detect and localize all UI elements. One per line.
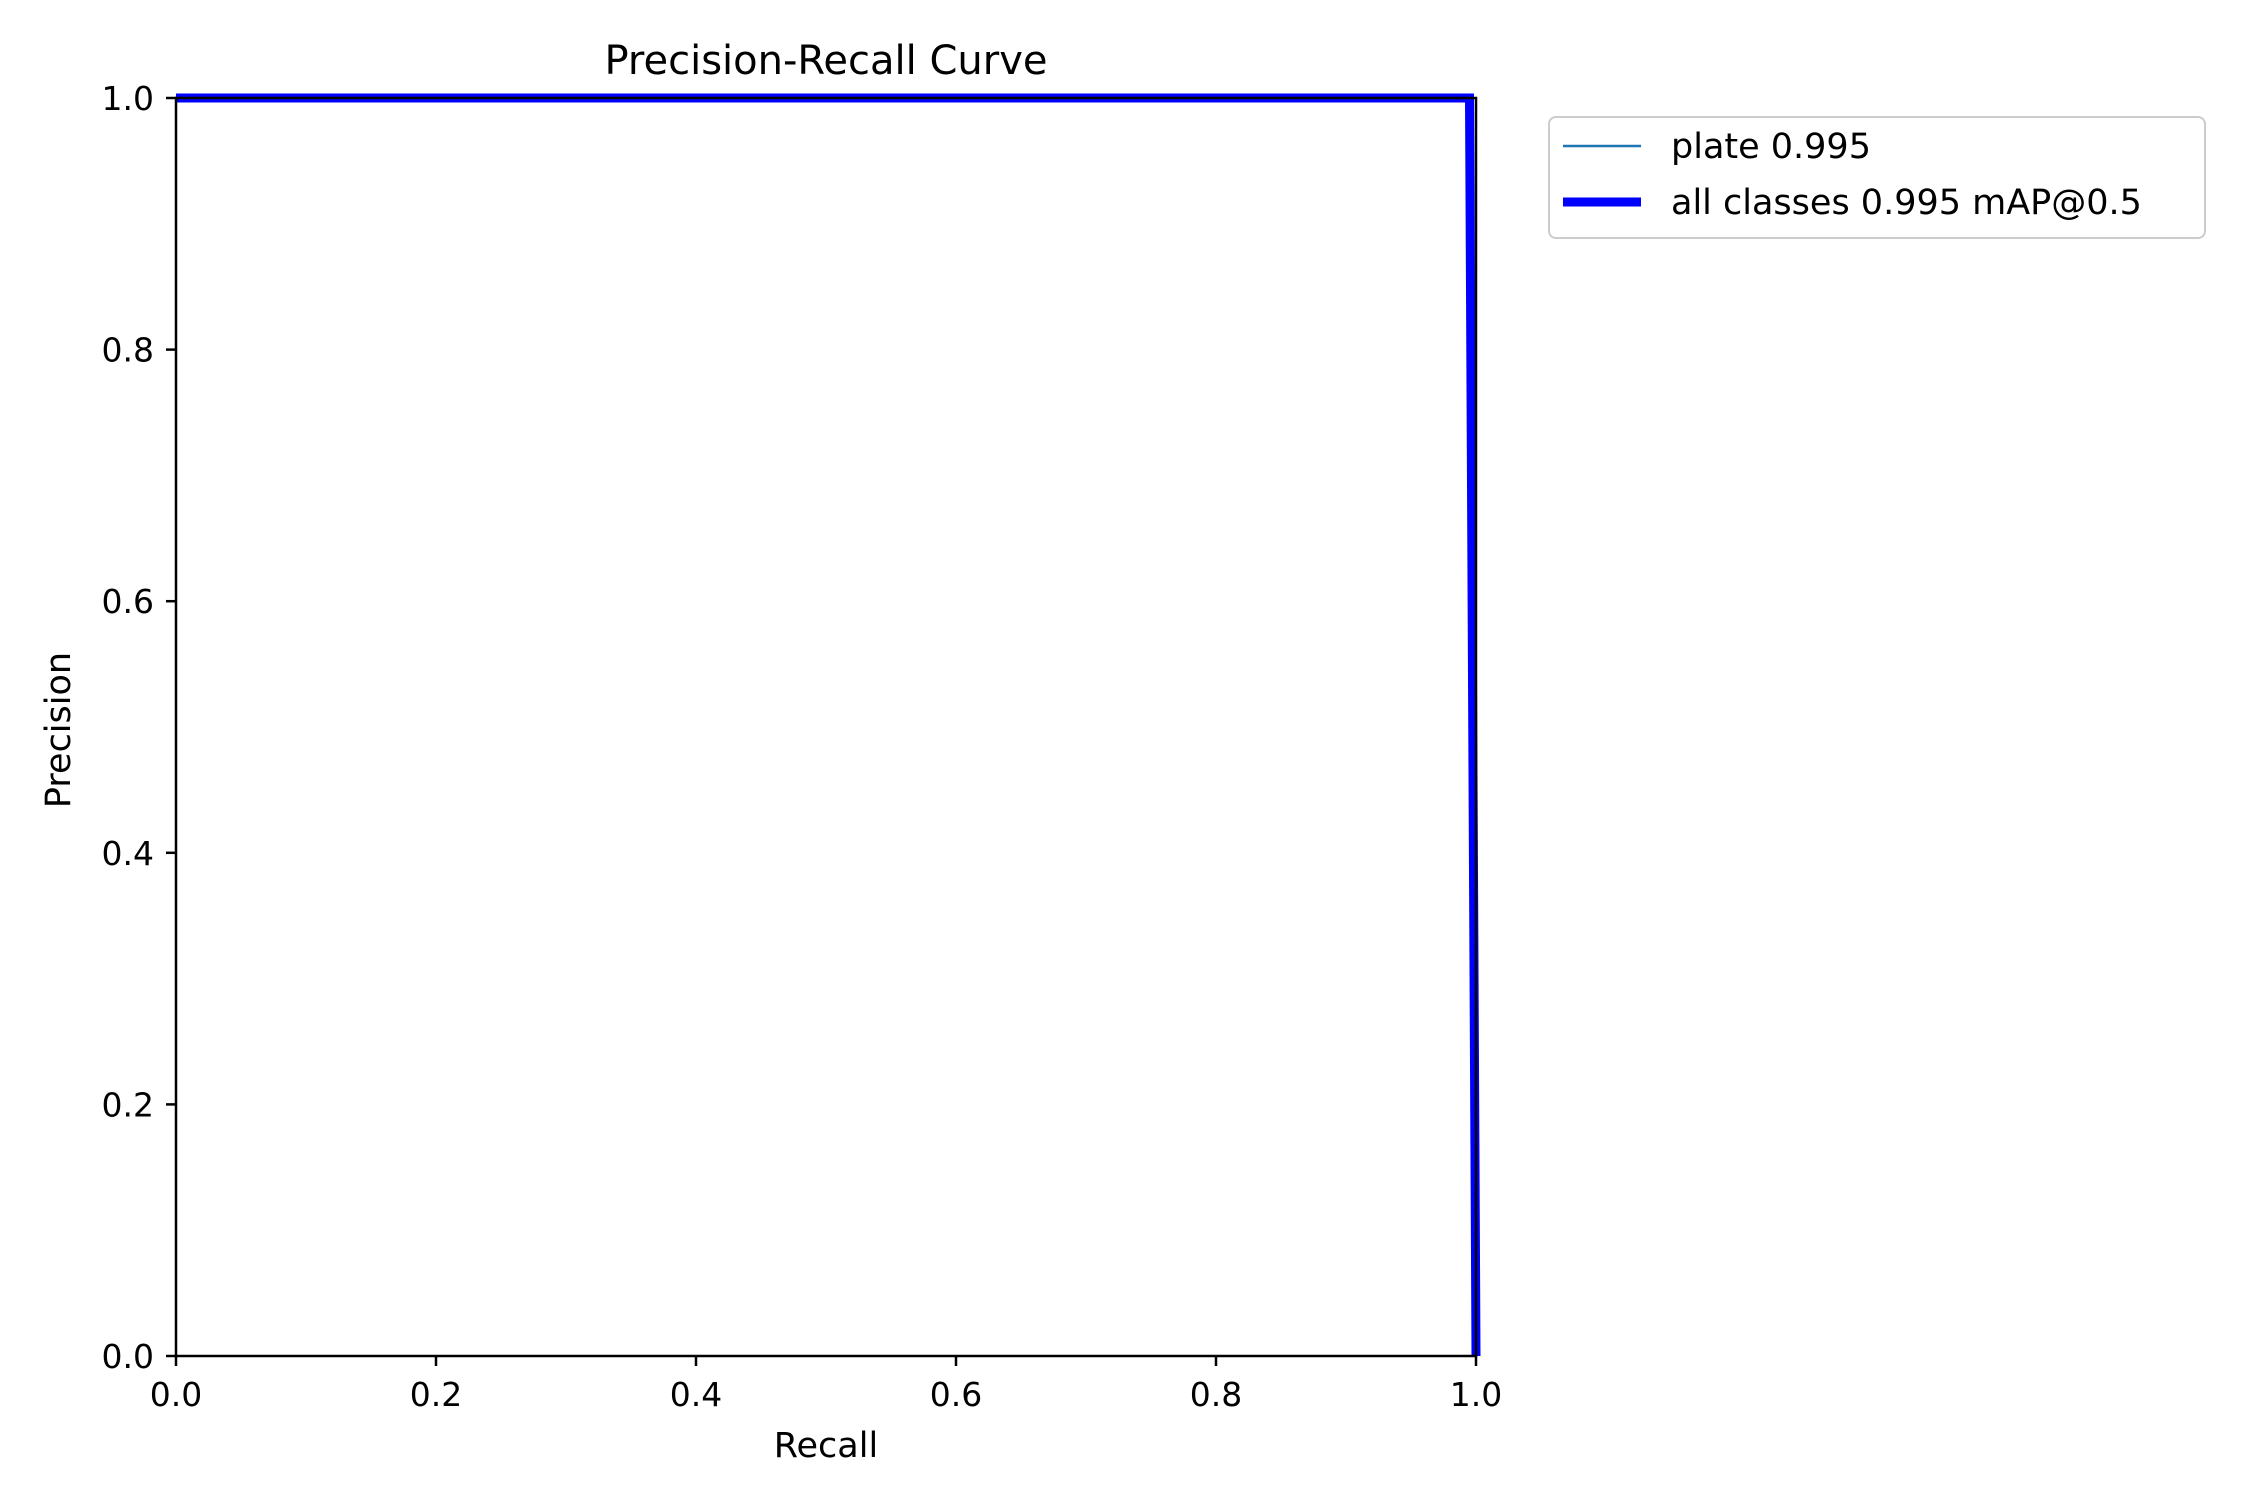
y-tick-label: 0.2 <box>102 1085 154 1124</box>
y-axis-label: Precision <box>39 652 79 808</box>
axes-frame <box>174 96 1478 1358</box>
y-tick-label: 0.0 <box>102 1337 154 1376</box>
legend-entry-all-classes: all classes 0.995 mAP@0.5 <box>1671 183 2142 223</box>
legend-entry-plate: plate 0.995 <box>1671 127 1871 167</box>
tick-layer: 0.0 0.2 0.4 0.6 0.8 1.0 0.0 0.2 0.4 0.6 0.8 1.0 <box>102 79 1503 1414</box>
x-tick-label: 0.2 <box>410 1375 462 1414</box>
chart-title: Precision-Recall Curve <box>605 38 1048 84</box>
legend-box <box>1548 116 2206 239</box>
x-tick-label: 0.6 <box>930 1375 982 1414</box>
x-tick-label: 1.0 <box>1450 1375 1502 1414</box>
x-tick-label: 0.4 <box>670 1375 722 1414</box>
y-tick-label: 0.6 <box>102 582 154 621</box>
x-tick-label: 0.8 <box>1190 1375 1242 1414</box>
y-tick-label: 0.8 <box>102 331 154 370</box>
x-tick-label: 0.0 <box>150 1375 202 1414</box>
plot-area: 0.0 0.2 0.4 0.6 0.8 1.0 0.0 0.2 0.4 0.6 0.8 1.0 <box>102 79 1503 1414</box>
y-tick-label: 1.0 <box>102 79 154 118</box>
x-axis-label: Recall <box>774 1426 878 1466</box>
legend: plate 0.995 all classes 0.995 mAP@0.5 <box>1548 116 2206 239</box>
y-tick-label: 0.4 <box>102 834 154 873</box>
